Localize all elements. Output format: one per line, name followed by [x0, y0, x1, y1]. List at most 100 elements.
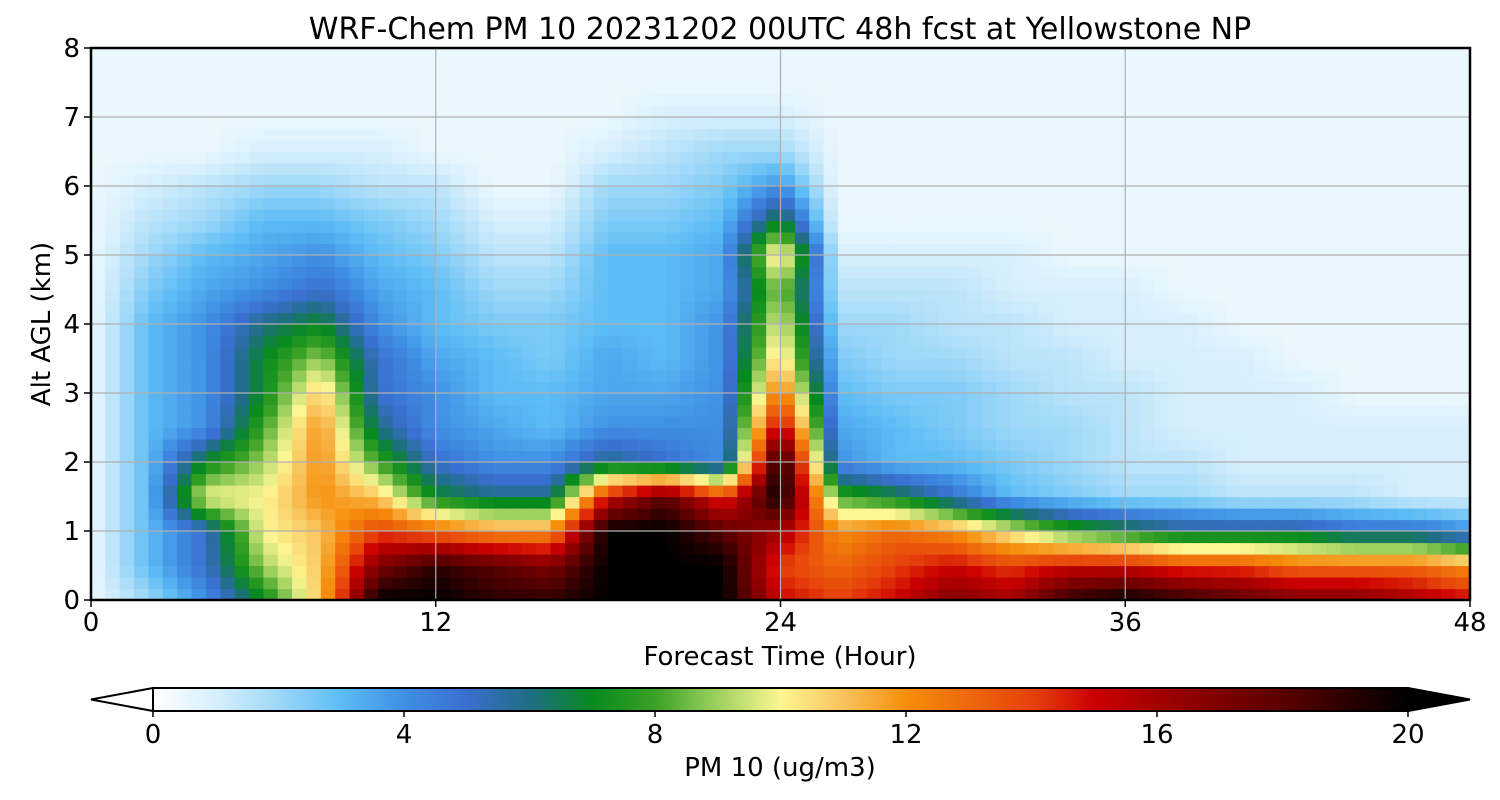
- heatmap-cell: [1067, 381, 1083, 394]
- heatmap-cell: [1412, 588, 1428, 600]
- heatmap-cell: [363, 519, 379, 532]
- heatmap-cell: [866, 565, 882, 578]
- heatmap-cell: [191, 255, 207, 268]
- heatmap-cell: [866, 209, 882, 222]
- heatmap-cell: [909, 197, 925, 210]
- heatmap-cell: [1225, 243, 1241, 256]
- heatmap-cell: [507, 59, 523, 72]
- heatmap-cell: [1082, 186, 1098, 199]
- heatmap-cell: [766, 174, 782, 187]
- heatmap-cell: [162, 450, 178, 463]
- heatmap-cell: [1383, 163, 1399, 176]
- heatmap-cell: [1096, 335, 1112, 348]
- heatmap-cell: [320, 519, 336, 532]
- heatmap-cell: [550, 197, 566, 210]
- heatmap-cell: [1355, 462, 1371, 475]
- heatmap-cell: [651, 508, 667, 521]
- heatmap-cell: [363, 554, 379, 567]
- heatmap-cell: [1082, 174, 1098, 187]
- heatmap-cell: [435, 71, 451, 84]
- heatmap-cell: [1355, 496, 1371, 509]
- heatmap-cell: [349, 48, 365, 61]
- heatmap-cell: [1168, 209, 1184, 222]
- heatmap-cell: [306, 128, 322, 141]
- heatmap-cell: [694, 301, 710, 314]
- heatmap-cell: [737, 48, 753, 61]
- heatmap-cell: [723, 151, 738, 164]
- heatmap-cell: [1096, 140, 1112, 153]
- heatmap-cell: [162, 140, 178, 153]
- heatmap-cell: [421, 531, 437, 544]
- heatmap-cell: [320, 462, 336, 475]
- heatmap-cell: [421, 48, 437, 61]
- heatmap-cell: [450, 347, 466, 360]
- heatmap-cell: [249, 232, 264, 245]
- heatmap-cell: [493, 381, 509, 394]
- heatmap-cell: [177, 105, 193, 118]
- heatmap-cell: [450, 427, 466, 440]
- heatmap-cell: [723, 232, 738, 245]
- heatmap-cell: [478, 519, 494, 532]
- heatmap-cell: [766, 105, 782, 118]
- heatmap-cell: [1082, 94, 1098, 107]
- heatmap-cell: [205, 531, 221, 544]
- heatmap-cell: [837, 531, 853, 544]
- heatmap-cell: [1340, 519, 1356, 532]
- heatmap-cell: [320, 255, 336, 268]
- heatmap-cell: [1340, 462, 1356, 475]
- heatmap-cell: [1311, 404, 1327, 417]
- heatmap-cell: [464, 174, 480, 187]
- heatmap-cell: [91, 266, 106, 279]
- heatmap-cell: [507, 588, 523, 600]
- heatmap-cell: [866, 59, 882, 72]
- heatmap-cell: [1240, 347, 1256, 360]
- heatmap-cell: [852, 243, 868, 256]
- heatmap-cell: [1311, 554, 1327, 567]
- heatmap-cell: [363, 289, 379, 302]
- heatmap-cell: [1268, 59, 1284, 72]
- heatmap-cell: [335, 542, 351, 555]
- heatmap-cell: [306, 105, 322, 118]
- heatmap-cell: [837, 94, 853, 107]
- heatmap-cell: [1197, 370, 1213, 383]
- heatmap-cell: [191, 197, 207, 210]
- heatmap-cell: [349, 186, 365, 199]
- heatmap-cell: [550, 151, 566, 164]
- heatmap-cell: [292, 71, 308, 84]
- heatmap-cell: [981, 243, 997, 256]
- heatmap-cell: [1426, 48, 1442, 61]
- heatmap-cell: [651, 358, 667, 371]
- heatmap-cell: [708, 485, 724, 498]
- heatmap-cell: [349, 335, 365, 348]
- heatmap-cell: [148, 393, 164, 406]
- heatmap-cell: [1153, 335, 1169, 348]
- heatmap-cell: [493, 301, 509, 314]
- heatmap-cell: [521, 565, 537, 578]
- heatmap-cell: [1139, 243, 1155, 256]
- heatmap-cell: [177, 531, 193, 544]
- heatmap-cell: [105, 542, 121, 555]
- heatmap-cell: [1283, 312, 1299, 325]
- heatmap-cell: [565, 462, 580, 475]
- heatmap-cell: [694, 554, 710, 567]
- heatmap-cell: [1441, 485, 1457, 498]
- heatmap-cell: [751, 243, 767, 256]
- heatmap-cell: [1311, 82, 1327, 95]
- heatmap-cell: [694, 186, 710, 199]
- heatmap-cell: [1211, 381, 1227, 394]
- heatmap-cell: [320, 174, 336, 187]
- heatmap-cell: [1369, 312, 1385, 325]
- heatmap-cell: [579, 232, 595, 245]
- heatmap-cell: [320, 531, 336, 544]
- heatmap-cell: [320, 358, 336, 371]
- heatmap-cell: [766, 163, 782, 176]
- heatmap-cell: [335, 243, 351, 256]
- heatmap-cell: [493, 324, 509, 337]
- heatmap-cell: [1311, 128, 1327, 141]
- heatmap-cell: [881, 565, 897, 578]
- heatmap-cell: [162, 266, 178, 279]
- heatmap-cell: [895, 71, 911, 84]
- heatmap-cell: [1383, 59, 1399, 72]
- heatmap-cell: [852, 71, 868, 84]
- heatmap-cell: [1082, 105, 1098, 118]
